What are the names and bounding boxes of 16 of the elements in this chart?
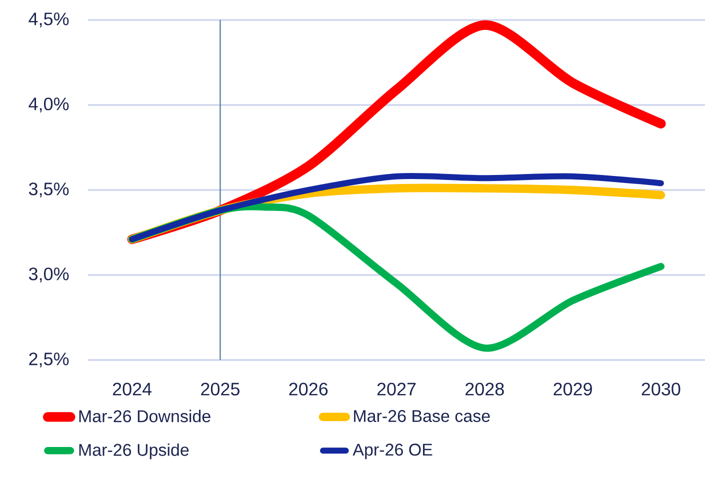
y-tick-label: 3,5% [28, 182, 69, 198]
x-tick-label: 2024 [112, 382, 152, 396]
y-tick-label: 2,5% [29, 352, 69, 368]
x-tick-label: 2029 [554, 382, 592, 396]
legend-label: Mar-26 Base case [354, 410, 490, 422]
x-tick-label: 2026 [289, 382, 328, 396]
legend-label: Mar-26 Upside [79, 443, 189, 460]
y-tick-label: 4,5% [28, 12, 69, 28]
x-tick-label: 2025 [201, 382, 240, 396]
x-tick-label: 2027 [377, 382, 416, 396]
legend-label: Mar-26 Downside [79, 410, 210, 422]
legend-label: Apr-26 OE [352, 444, 432, 460]
y-tick-label: 3,0% [28, 268, 69, 282]
x-tick-label: 2028 [466, 382, 504, 396]
x-tick-label: 2030 [642, 382, 680, 396]
y-tick-label: 4,0% [28, 98, 69, 112]
